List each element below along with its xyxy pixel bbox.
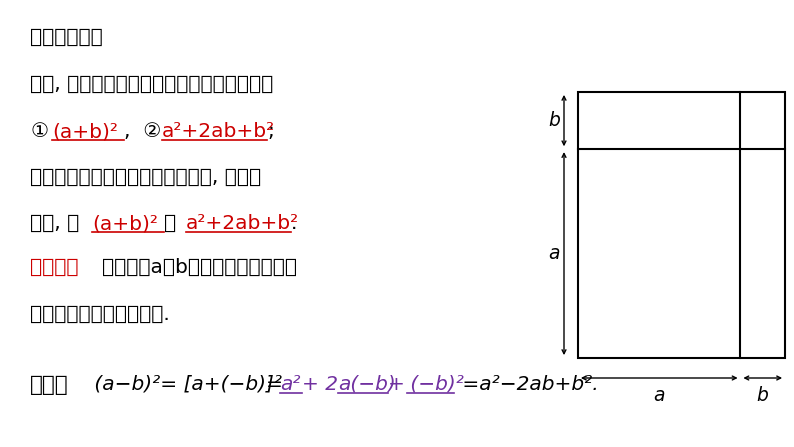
Text: a²+2ab+b²: a²+2ab+b² xyxy=(186,214,299,233)
Text: (−b)²: (−b)² xyxy=(404,375,464,394)
Text: +: + xyxy=(388,375,405,394)
Text: 由于这两个代数式表示同一块面积, 所以应: 由于这两个代数式表示同一块面积, 所以应 xyxy=(30,168,261,187)
Text: ①: ① xyxy=(30,122,48,141)
Text: a(−b): a(−b) xyxy=(338,375,395,394)
Text: (a+b)²: (a+b)² xyxy=(52,122,118,141)
Text: ＝: ＝ xyxy=(164,214,176,233)
Text: a²+2ab+b²: a²+2ab+b² xyxy=(162,122,276,141)
Text: 【点拨】: 【点拨】 xyxy=(30,258,79,277)
Text: 公式中的a和b可代表一个字母、一: 公式中的a和b可代表一个字母、一 xyxy=(102,258,297,277)
Text: ;: ; xyxy=(267,122,274,141)
Text: 相等, 即: 相等, 即 xyxy=(30,214,79,233)
Text: a²: a² xyxy=(280,375,300,394)
Text: (a−b)²= [a+(−b)]²: (a−b)²= [a+(−b)]² xyxy=(88,375,282,394)
Text: b: b xyxy=(548,111,560,130)
Text: =a²−2ab+b².: =a²−2ab+b². xyxy=(456,375,599,394)
Text: a: a xyxy=(653,386,665,405)
Text: b: b xyxy=(757,386,769,405)
Text: (a+b)²: (a+b)² xyxy=(92,214,158,233)
Text: ,  ②: , ② xyxy=(124,122,161,141)
Text: 可推出: 可推出 xyxy=(30,375,68,395)
Text: + 2: + 2 xyxy=(302,375,338,394)
Text: 个数字、单项式或多项式.: 个数字、单项式或多项式. xyxy=(30,305,170,324)
Text: 二、几何解释: 二、几何解释 xyxy=(30,28,102,47)
Text: .: . xyxy=(291,214,298,233)
Text: a: a xyxy=(549,244,560,263)
Text: 如图, 最大正方形的面积可用两种形式表示：: 如图, 最大正方形的面积可用两种形式表示： xyxy=(30,75,273,94)
Text: =: = xyxy=(266,375,283,394)
